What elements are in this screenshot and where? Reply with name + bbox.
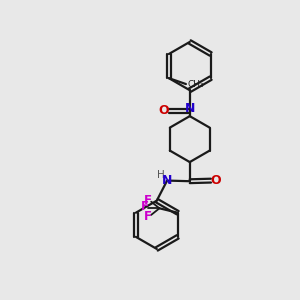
Text: H: H — [157, 170, 164, 180]
Text: F: F — [144, 194, 152, 207]
Text: CH₃: CH₃ — [188, 80, 205, 88]
Text: F: F — [144, 210, 152, 223]
Text: F: F — [141, 200, 149, 213]
Text: N: N — [184, 102, 195, 115]
Text: N: N — [162, 174, 172, 187]
Text: O: O — [211, 174, 221, 187]
Text: O: O — [159, 104, 170, 117]
